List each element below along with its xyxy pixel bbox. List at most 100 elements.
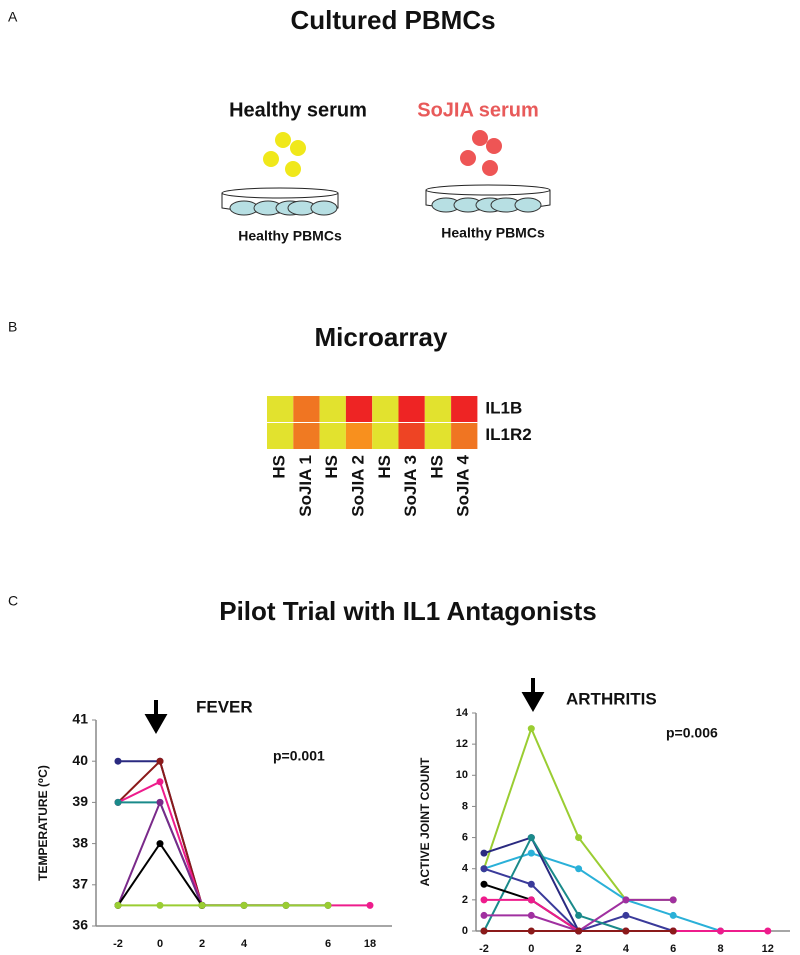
series-line	[483, 835, 627, 932]
data-point	[764, 927, 772, 935]
x-tick-label: 4	[241, 938, 248, 950]
data-point	[480, 849, 488, 857]
x-tick-label: 2	[199, 938, 205, 950]
p-value: p=0.001	[273, 748, 325, 764]
serum-drops	[263, 132, 306, 177]
series-line	[118, 801, 328, 907]
column-label: HS	[427, 455, 446, 479]
y-tick-label: 12	[456, 738, 468, 750]
serum-drops	[460, 130, 502, 176]
data-point	[240, 901, 248, 909]
serum-label: Healthy serum	[229, 99, 367, 121]
data-point	[717, 927, 724, 935]
heat-cell	[267, 422, 294, 449]
x-tick-label: 6	[670, 943, 676, 955]
data-point	[527, 834, 535, 842]
data-point	[527, 927, 535, 935]
y-tick-label: 4	[462, 863, 469, 875]
x-tick-label: -2	[479, 943, 489, 955]
heat-cell	[372, 422, 399, 449]
chart-title: FEVER	[196, 697, 253, 716]
data-point	[480, 880, 488, 888]
cell-label: Healthy PBMCs	[441, 225, 545, 241]
x-tick-label: 0	[157, 938, 163, 950]
data-point	[156, 798, 164, 806]
data-point	[622, 927, 630, 935]
y-tick-label: 6	[462, 831, 468, 843]
column-label: SoJIA 4	[454, 454, 473, 516]
treatment-arrow	[521, 678, 545, 713]
heatmap: IL1B IL1R2 HS SoJIA 1 HS SoJIA 2 HS SoJIA 3 HS So…	[267, 396, 532, 517]
data-point	[575, 865, 583, 873]
data-point	[324, 901, 332, 909]
panel-label: B	[8, 319, 17, 335]
heat-cell	[345, 396, 373, 423]
heat-cell	[398, 396, 425, 423]
x-tick-label: -2	[113, 938, 123, 950]
panel-label: A	[8, 9, 18, 25]
panel-title: Pilot Trial with IL1 Antagonists	[219, 596, 597, 626]
data-point	[527, 880, 535, 888]
y-tick-label: 37	[72, 876, 88, 892]
culture-dish	[425, 184, 551, 213]
x-tick-label: 18	[364, 938, 376, 950]
column-label: HS	[375, 455, 394, 479]
series-line	[117, 759, 286, 907]
data-point	[669, 896, 677, 904]
column-label: HS	[270, 455, 289, 479]
data-point	[622, 911, 630, 919]
panel-title: Microarray	[315, 322, 448, 352]
heat-cell	[372, 396, 399, 423]
x-tick-label: 12	[762, 943, 774, 955]
treatment-arrow	[144, 700, 168, 735]
data-point	[366, 901, 374, 909]
data-point	[156, 901, 164, 909]
x-tick-label: 4	[623, 943, 630, 955]
row-label: IL1R2	[485, 425, 531, 444]
heat-cell	[345, 422, 373, 449]
panel-label: C	[8, 593, 18, 609]
heat-cell	[319, 396, 346, 423]
data-point	[114, 901, 122, 909]
heat-cell	[398, 422, 425, 449]
data-point	[575, 927, 583, 935]
heat-cell	[293, 422, 320, 449]
y-tick-label: 41	[72, 711, 88, 727]
data-point	[114, 757, 122, 765]
y-axis-label: ACTIVE JOINT COUNT	[418, 757, 432, 886]
data-point	[156, 840, 164, 848]
culture-dish	[221, 187, 339, 216]
data-point	[527, 896, 535, 904]
data-point	[480, 896, 488, 904]
column-label: SoJIA 1	[296, 455, 315, 517]
column-label: SoJIA 2	[349, 455, 368, 517]
data-point	[527, 911, 535, 919]
x-tick-label: 0	[528, 943, 534, 955]
serum-label: SoJIA serum	[417, 99, 539, 121]
y-tick-label: 38	[72, 834, 88, 850]
column-label: SoJIA 3	[401, 455, 420, 517]
heat-cell	[267, 396, 294, 423]
series-line	[483, 852, 721, 932]
data-point	[527, 725, 535, 733]
y-axis-label: TEMPERATURE (⁰C)	[36, 765, 50, 881]
data-point	[669, 927, 677, 935]
y-tick-label: 0	[462, 925, 468, 937]
heat-cell	[451, 422, 478, 449]
y-tick-label: 8	[462, 800, 468, 812]
data-point	[156, 778, 164, 786]
cell-label: Healthy PBMCs	[238, 228, 342, 244]
x-tick-label: 2	[576, 943, 582, 955]
data-point	[575, 911, 583, 919]
x-tick-label: 8	[717, 943, 723, 955]
series-line	[117, 799, 203, 906]
data-point	[282, 901, 290, 909]
heat-cell	[319, 422, 346, 449]
data-point	[669, 911, 677, 919]
chart-title: ARTHRITIS	[566, 689, 657, 708]
data-point	[114, 798, 122, 806]
data-point	[198, 901, 206, 909]
p-value: p=0.006	[666, 725, 718, 741]
data-point	[480, 911, 488, 919]
